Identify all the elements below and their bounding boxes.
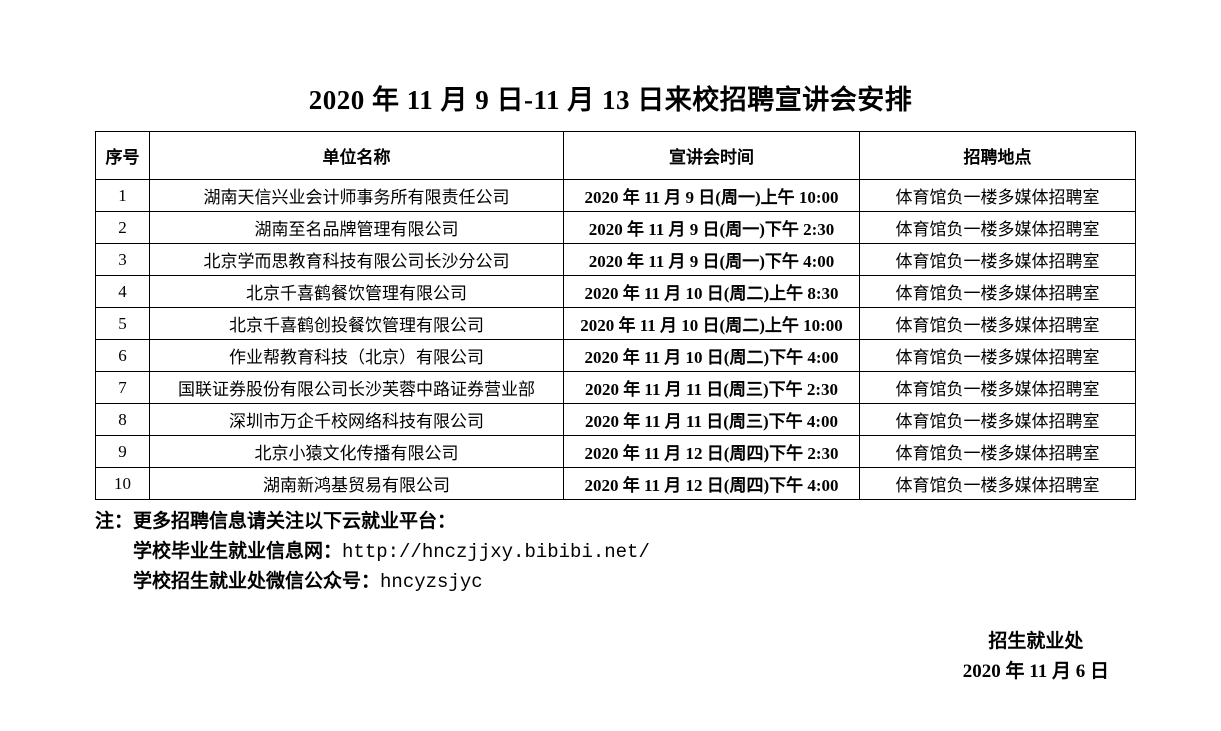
cell-no: 8 <box>95 403 150 436</box>
cell-no: 6 <box>95 339 150 372</box>
cell-no: 10 <box>95 467 150 500</box>
cell-time: 2020 年 11 月 9 日(周一)上午 10:00 <box>563 179 860 212</box>
cell-company: 深圳市万企千校网络科技有限公司 <box>149 403 564 436</box>
cell-location: 体育馆负一楼多媒体招聘室 <box>859 467 1136 500</box>
cell-company: 湖南至名品牌管理有限公司 <box>149 211 564 244</box>
table-row: 10 湖南新鸿基贸易有限公司 2020 年 11 月 12 日(周四)下午 4:… <box>95 467 1136 500</box>
cell-time: 2020 年 11 月 11 日(周三)下午 4:00 <box>563 403 860 436</box>
cell-location: 体育馆负一楼多媒体招聘室 <box>859 211 1136 244</box>
cell-location: 体育馆负一楼多媒体招聘室 <box>859 307 1136 340</box>
cell-time: 2020 年 11 月 10 日(周二)上午 10:00 <box>563 307 860 340</box>
cell-company: 北京千喜鹤创投餐饮管理有限公司 <box>149 307 564 340</box>
cell-no: 4 <box>95 275 150 308</box>
cell-time: 2020 年 11 月 10 日(周二)上午 8:30 <box>563 275 860 308</box>
cell-no: 5 <box>95 307 150 340</box>
employment-site-url: http://hnczjjxy.bibibi.net/ <box>342 541 650 563</box>
page-title: 2020 年 11 月 9 日-11 月 13 日来校招聘宣讲会安排 <box>308 85 913 115</box>
cell-location: 体育馆负一楼多媒体招聘室 <box>859 435 1136 468</box>
header-cell-location: 招聘地点 <box>859 131 1136 180</box>
employment-site-label: 学校毕业生就业信息网： <box>133 541 343 562</box>
table-row: 2 湖南至名品牌管理有限公司 2020 年 11 月 9 日(周一)下午 2:3… <box>95 211 1136 244</box>
table-row: 1 湖南天信兴业会计师事务所有限责任公司 2020 年 11 月 9 日(周一)… <box>95 179 1136 212</box>
signature-date: 2020 年 11 月 6 日 <box>962 661 1109 682</box>
cell-time: 2020 年 11 月 10 日(周二)下午 4:00 <box>563 339 860 372</box>
table-row: 5 北京千喜鹤创投餐饮管理有限公司 2020 年 11 月 10 日(周二)上午… <box>95 307 1136 340</box>
header-cell-company: 单位名称 <box>149 131 564 180</box>
table-row: 6 作业帮教育科技（北京）有限公司 2020 年 11 月 10 日(周二)下午… <box>95 339 1136 372</box>
wechat-account-id: hncyzsjyc <box>380 571 483 593</box>
table-row: 8 深圳市万企千校网络科技有限公司 2020 年 11 月 11 日(周三)下午… <box>95 403 1136 436</box>
cell-company: 北京学而思教育科技有限公司长沙分公司 <box>149 243 564 276</box>
cell-location: 体育馆负一楼多媒体招聘室 <box>859 275 1136 308</box>
cell-company: 湖南天信兴业会计师事务所有限责任公司 <box>149 179 564 212</box>
table-row: 3 北京学而思教育科技有限公司长沙分公司 2020 年 11 月 9 日(周一)… <box>95 243 1136 276</box>
header-cell-time: 宣讲会时间 <box>563 131 860 180</box>
notes-line-3: 学校招生就业处微信公众号：hncyzsjyc <box>95 567 1221 597</box>
cell-time: 2020 年 11 月 12 日(周四)下午 2:30 <box>563 435 860 468</box>
cell-time: 2020 年 11 月 12 日(周四)下午 4:00 <box>563 467 860 500</box>
schedule-table: 序号 单位名称 宣讲会时间 招聘地点 1 湖南天信兴业会计师事务所有限责任公司 … <box>95 131 1136 500</box>
cell-location: 体育馆负一楼多媒体招聘室 <box>859 403 1136 436</box>
cell-time: 2020 年 11 月 11 日(周三)下午 2:30 <box>563 371 860 404</box>
cell-location: 体育馆负一楼多媒体招聘室 <box>859 243 1136 276</box>
cell-time: 2020 年 11 月 9 日(周一)下午 2:30 <box>563 211 860 244</box>
notes-line-1: 注：更多招聘信息请关注以下云就业平台： <box>95 511 457 532</box>
cell-company: 北京千喜鹤餐饮管理有限公司 <box>149 275 564 308</box>
table-row: 4 北京千喜鹤餐饮管理有限公司 2020 年 11 月 10 日(周二)上午 8… <box>95 275 1136 308</box>
cell-no: 3 <box>95 243 150 276</box>
cell-location: 体育馆负一楼多媒体招聘室 <box>859 371 1136 404</box>
cell-company: 国联证券股份有限公司长沙芙蓉中路证券营业部 <box>149 371 564 404</box>
signature-block: 招生就业处 2020 年 11 月 6 日 <box>963 627 1109 687</box>
wechat-account-label: 学校招生就业处微信公众号： <box>133 571 381 592</box>
table-row: 7 国联证券股份有限公司长沙芙蓉中路证券营业部 2020 年 11 月 11 日… <box>95 371 1136 404</box>
cell-no: 9 <box>95 435 150 468</box>
header-cell-no: 序号 <box>95 131 150 180</box>
signature-department: 招生就业处 <box>988 631 1084 652</box>
notes-line-2: 学校毕业生就业信息网：http://hnczjjxy.bibibi.net/ <box>95 537 1221 567</box>
cell-no: 2 <box>95 211 150 244</box>
cell-no: 1 <box>95 179 150 212</box>
cell-location: 体育馆负一楼多媒体招聘室 <box>859 339 1136 372</box>
cell-location: 体育馆负一楼多媒体招聘室 <box>859 179 1136 212</box>
table-header-row: 序号 单位名称 宣讲会时间 招聘地点 <box>95 131 1136 180</box>
cell-company: 北京小猿文化传播有限公司 <box>149 435 564 468</box>
cell-company: 湖南新鸿基贸易有限公司 <box>149 467 564 500</box>
cell-time: 2020 年 11 月 9 日(周一)下午 4:00 <box>563 243 860 276</box>
notes-block: 注：更多招聘信息请关注以下云就业平台： 学校毕业生就业信息网：http://hn… <box>95 507 1221 597</box>
cell-company: 作业帮教育科技（北京）有限公司 <box>149 339 564 372</box>
table-row: 9 北京小猿文化传播有限公司 2020 年 11 月 12 日(周四)下午 2:… <box>95 435 1136 468</box>
cell-no: 7 <box>95 371 150 404</box>
